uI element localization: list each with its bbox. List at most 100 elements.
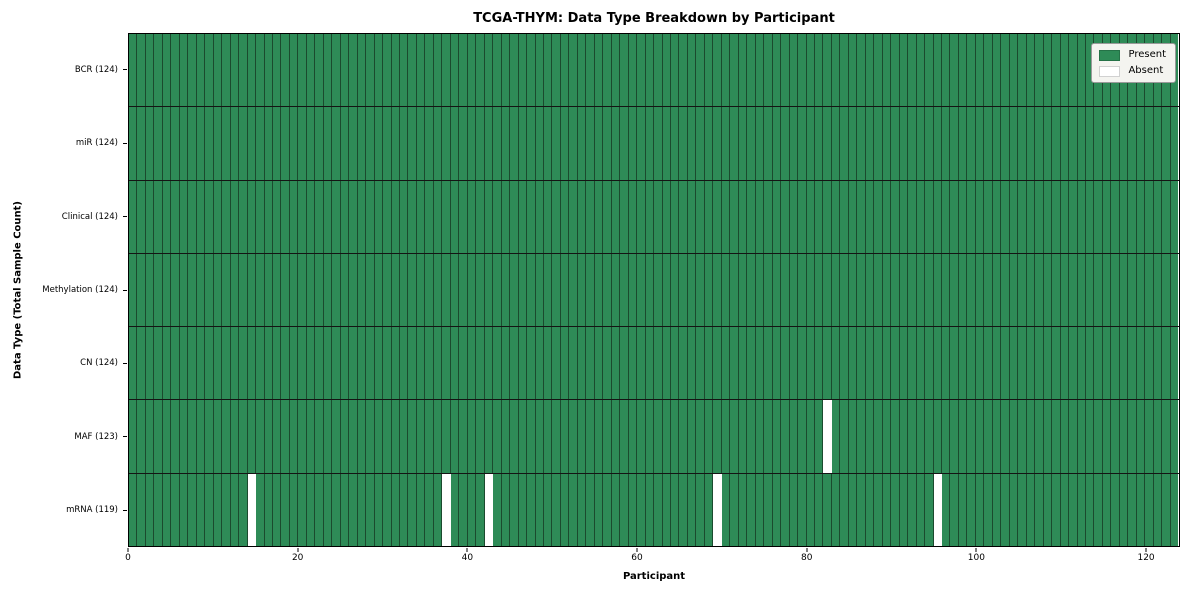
present-cell bbox=[637, 107, 646, 180]
present-cell bbox=[467, 473, 477, 546]
present-cell bbox=[340, 253, 350, 327]
present-cell bbox=[1145, 107, 1154, 180]
heatmap-row-mrna bbox=[129, 473, 1179, 546]
present-cell bbox=[781, 400, 790, 473]
present-cell bbox=[1018, 473, 1027, 546]
present-cell bbox=[671, 107, 680, 180]
present-cell bbox=[391, 473, 400, 546]
present-cell bbox=[1170, 107, 1179, 180]
present-cell bbox=[992, 107, 1002, 180]
present-cell bbox=[543, 473, 553, 546]
present-cell bbox=[942, 107, 951, 180]
present-cell bbox=[764, 180, 773, 253]
present-cell bbox=[1069, 253, 1078, 327]
present-cell bbox=[213, 327, 223, 400]
present-cell bbox=[383, 34, 392, 107]
present-cell bbox=[569, 107, 578, 180]
present-cell bbox=[721, 180, 731, 253]
present-cell bbox=[755, 34, 765, 107]
present-cell bbox=[510, 473, 519, 546]
present-cell bbox=[848, 327, 858, 400]
present-cell bbox=[281, 327, 290, 400]
present-cell bbox=[552, 253, 561, 327]
present-cell bbox=[129, 473, 138, 546]
present-cell bbox=[721, 327, 731, 400]
present-cell bbox=[256, 400, 265, 473]
x-tick-label: 120 bbox=[1137, 553, 1155, 563]
present-cell bbox=[899, 34, 909, 107]
absent-swatch-icon bbox=[1099, 65, 1121, 77]
present-cell bbox=[671, 327, 680, 400]
present-cell bbox=[696, 253, 705, 327]
present-cell bbox=[1136, 473, 1146, 546]
present-cell bbox=[425, 34, 434, 107]
present-cell bbox=[560, 107, 570, 180]
present-cell bbox=[162, 180, 172, 253]
present-cell bbox=[1153, 180, 1163, 253]
present-cell bbox=[569, 327, 578, 400]
present-cell bbox=[222, 327, 231, 400]
present-cell bbox=[433, 180, 443, 253]
present-cell bbox=[882, 253, 892, 327]
present-cell bbox=[484, 34, 494, 107]
present-cell bbox=[696, 473, 705, 546]
present-cell bbox=[857, 107, 866, 180]
present-cell bbox=[840, 327, 849, 400]
present-cell bbox=[840, 253, 849, 327]
x-tick-mark bbox=[636, 548, 638, 552]
present-cell bbox=[1170, 327, 1179, 400]
present-cell bbox=[391, 327, 400, 400]
present-cell bbox=[865, 253, 875, 327]
present-cell bbox=[645, 107, 655, 180]
heatmap-row-methylation bbox=[129, 253, 1179, 328]
present-cell bbox=[1001, 107, 1010, 180]
present-cell bbox=[713, 400, 722, 473]
present-cell bbox=[975, 400, 985, 473]
present-cell bbox=[518, 180, 528, 253]
legend-label: Present bbox=[1128, 49, 1166, 60]
present-cell bbox=[823, 107, 832, 180]
present-cell bbox=[137, 400, 146, 473]
heatmap-row-cn bbox=[129, 327, 1179, 401]
present-cell bbox=[239, 473, 248, 546]
present-cell bbox=[637, 34, 646, 107]
present-cell bbox=[154, 180, 163, 253]
present-cell bbox=[230, 107, 240, 180]
present-cell bbox=[764, 253, 773, 327]
present-cell bbox=[306, 180, 316, 253]
present-cell bbox=[654, 473, 663, 546]
present-cell bbox=[416, 473, 426, 546]
present-cell bbox=[450, 107, 460, 180]
present-cell bbox=[493, 107, 502, 180]
present-cell bbox=[543, 34, 553, 107]
present-cell bbox=[340, 180, 350, 253]
present-cell bbox=[256, 180, 265, 253]
present-cell bbox=[1009, 253, 1019, 327]
present-cell bbox=[891, 180, 900, 253]
present-cell bbox=[958, 473, 968, 546]
heatmap-row-bcr bbox=[129, 34, 1179, 108]
present-cell bbox=[501, 180, 511, 253]
y-tick-label: CN (124) bbox=[80, 358, 118, 369]
present-cell bbox=[272, 34, 282, 107]
present-cell bbox=[196, 34, 206, 107]
present-cell bbox=[831, 34, 841, 107]
present-cell bbox=[950, 473, 959, 546]
present-cell bbox=[747, 180, 756, 253]
present-cell bbox=[366, 253, 375, 327]
present-cell bbox=[577, 34, 587, 107]
x-tick-mark bbox=[975, 548, 977, 552]
present-cell bbox=[1077, 473, 1086, 546]
present-cell bbox=[696, 180, 705, 253]
present-cell bbox=[171, 400, 180, 473]
legend-entry-absent: Absent bbox=[1099, 65, 1166, 77]
present-cell bbox=[239, 107, 248, 180]
present-cell bbox=[603, 34, 612, 107]
present-cell bbox=[891, 400, 900, 473]
present-cell bbox=[1026, 327, 1036, 400]
present-cell bbox=[620, 327, 629, 400]
present-cell bbox=[840, 34, 849, 107]
present-cell bbox=[645, 400, 655, 473]
present-cell bbox=[1136, 327, 1146, 400]
present-cell bbox=[967, 400, 976, 473]
